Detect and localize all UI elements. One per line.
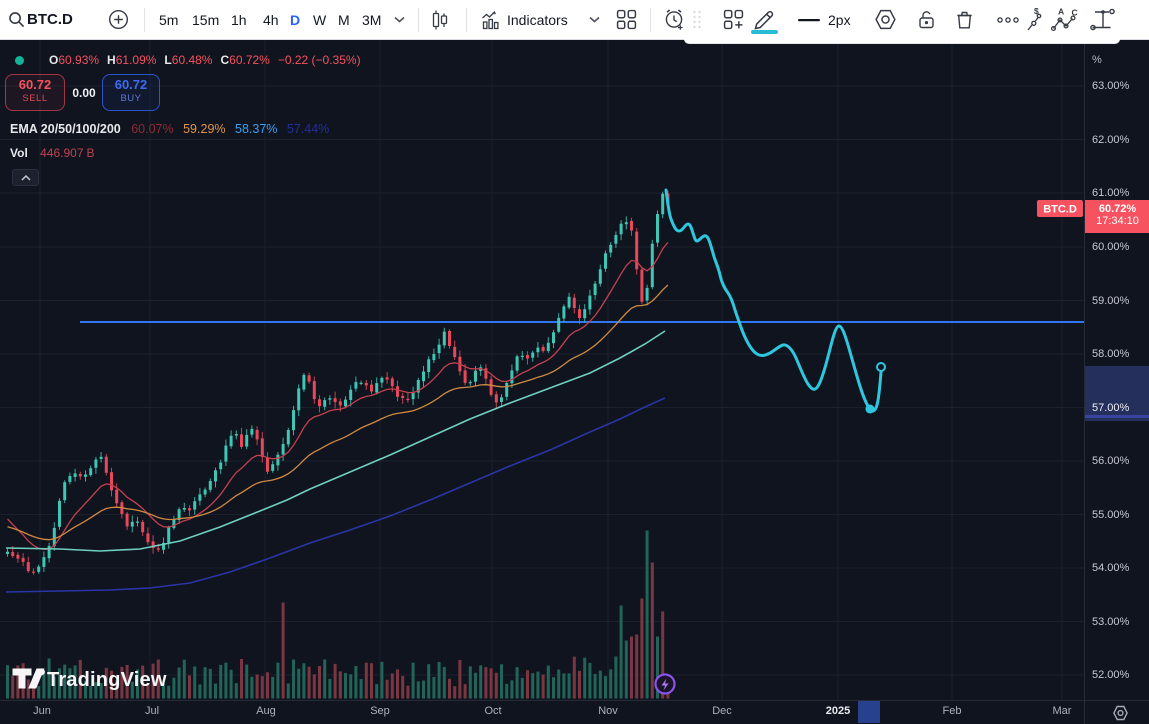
svg-text:A: A (1058, 7, 1064, 17)
svg-text:BTC.D: BTC.D (1043, 204, 1077, 216)
svg-text:TradingView: TradingView (47, 669, 167, 691)
svg-text:$: $ (1034, 6, 1039, 16)
svg-text:C: C (1072, 8, 1078, 18)
